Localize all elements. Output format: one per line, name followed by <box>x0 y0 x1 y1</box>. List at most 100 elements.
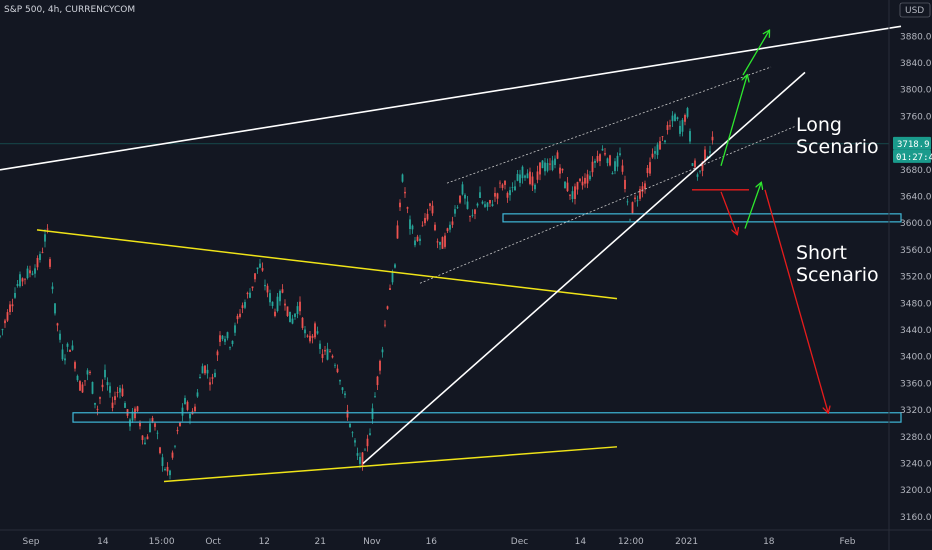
channel-upper-line <box>446 66 772 184</box>
candle-body <box>631 202 634 214</box>
candle-body <box>289 311 291 323</box>
time-tick-label: 15:00 <box>149 537 175 547</box>
candle-body <box>426 213 429 220</box>
candle-body <box>236 315 239 320</box>
price-tick-label: 3320.00 <box>900 406 932 416</box>
candle-body <box>86 370 89 375</box>
candle-body <box>99 397 101 399</box>
candle-body <box>271 301 274 306</box>
candle-body <box>536 171 539 180</box>
candle-body <box>711 136 714 141</box>
candle-body <box>371 408 374 420</box>
time-tick-label: 14 <box>97 537 109 547</box>
candle-body <box>26 268 29 279</box>
candle-body <box>479 192 481 198</box>
candle-body <box>214 372 216 378</box>
candle-body <box>449 224 451 230</box>
price-tick-label: 3680.00 <box>900 166 932 176</box>
candle-body <box>4 320 6 324</box>
candle-body <box>499 182 501 184</box>
candle-body <box>406 207 409 209</box>
candle-body <box>141 435 144 440</box>
countdown-value: 01:27:42 <box>896 153 932 163</box>
candle-body <box>336 368 339 373</box>
candle-body <box>299 301 301 312</box>
candle-body <box>39 254 41 260</box>
candle-body <box>599 154 601 162</box>
short-dip-arrow <box>720 191 737 234</box>
candle-body <box>146 436 149 440</box>
candle-body <box>654 151 656 154</box>
candle-body <box>549 163 551 165</box>
candle-body <box>604 153 606 155</box>
currency-badge[interactable] <box>899 2 931 18</box>
candle-body <box>554 158 556 165</box>
candle-body <box>641 186 644 192</box>
price-axis[interactable]: 3880.003840.003800.003760.003720.003680.… <box>888 0 932 550</box>
candle-body <box>709 151 711 153</box>
candle-body <box>564 181 566 189</box>
candle-body <box>244 302 246 308</box>
candle-body <box>484 204 486 207</box>
candle-body <box>541 160 544 169</box>
candle-body <box>384 324 386 326</box>
candle-body <box>356 453 359 456</box>
price-tick-label: 3440.00 <box>900 326 932 336</box>
candle-body <box>166 466 169 472</box>
candle-body <box>176 429 179 432</box>
short-scenario-label: Short Scenario <box>796 242 879 286</box>
long-scenario-label: Long Scenario <box>796 114 879 158</box>
candle-body <box>679 125 681 134</box>
candle-body <box>326 348 329 360</box>
candle-body <box>474 209 476 214</box>
candle-body <box>331 355 334 358</box>
candle-body <box>194 406 196 412</box>
candle-body <box>364 449 366 451</box>
candle-body <box>31 273 34 275</box>
candle-body <box>436 241 439 243</box>
candle-body <box>89 371 91 374</box>
candle-body <box>579 178 581 182</box>
candle-body <box>416 236 419 241</box>
candle-body <box>386 306 389 309</box>
candle-body <box>396 225 399 239</box>
time-tick-label: 21 <box>314 537 325 547</box>
candle-body <box>131 411 134 421</box>
candle-body <box>671 115 674 122</box>
candle-body <box>61 349 64 360</box>
candle-body <box>496 193 499 199</box>
candle-body <box>201 366 204 374</box>
candle-body <box>501 184 504 188</box>
candle-body <box>196 392 199 397</box>
candle-body <box>121 388 124 396</box>
candle-body <box>51 286 54 290</box>
candle-body <box>644 183 646 189</box>
candle-body <box>41 252 44 253</box>
candle-body <box>616 155 619 167</box>
candle-body <box>469 215 471 217</box>
candle-body <box>404 191 406 194</box>
candle-body <box>174 445 176 447</box>
candle-body <box>296 306 299 314</box>
candle-body <box>399 202 401 208</box>
candle-body <box>621 165 624 172</box>
candle-body <box>291 318 294 324</box>
candle-body <box>551 160 554 170</box>
time-axis[interactable]: Sep 14 15:00 Oct 12 21 Nov 16 Dec 14 12:00 2021 18 Fe… <box>0 529 932 547</box>
candle-body <box>259 263 261 268</box>
candle-body <box>574 186 576 199</box>
candle-body <box>164 469 166 471</box>
candle-body <box>516 173 519 181</box>
candle-body <box>24 278 26 280</box>
candle-body <box>134 408 136 419</box>
candle-body <box>314 323 316 338</box>
candle-body <box>144 442 146 445</box>
short-scenario-label-line: Scenario <box>796 264 879 286</box>
candle-body <box>349 423 351 428</box>
upper-trendline <box>0 25 902 171</box>
candle-body <box>601 148 604 151</box>
price-tick-label: 3400.00 <box>900 353 932 363</box>
candle-body <box>171 452 174 458</box>
candle-body <box>359 456 361 464</box>
